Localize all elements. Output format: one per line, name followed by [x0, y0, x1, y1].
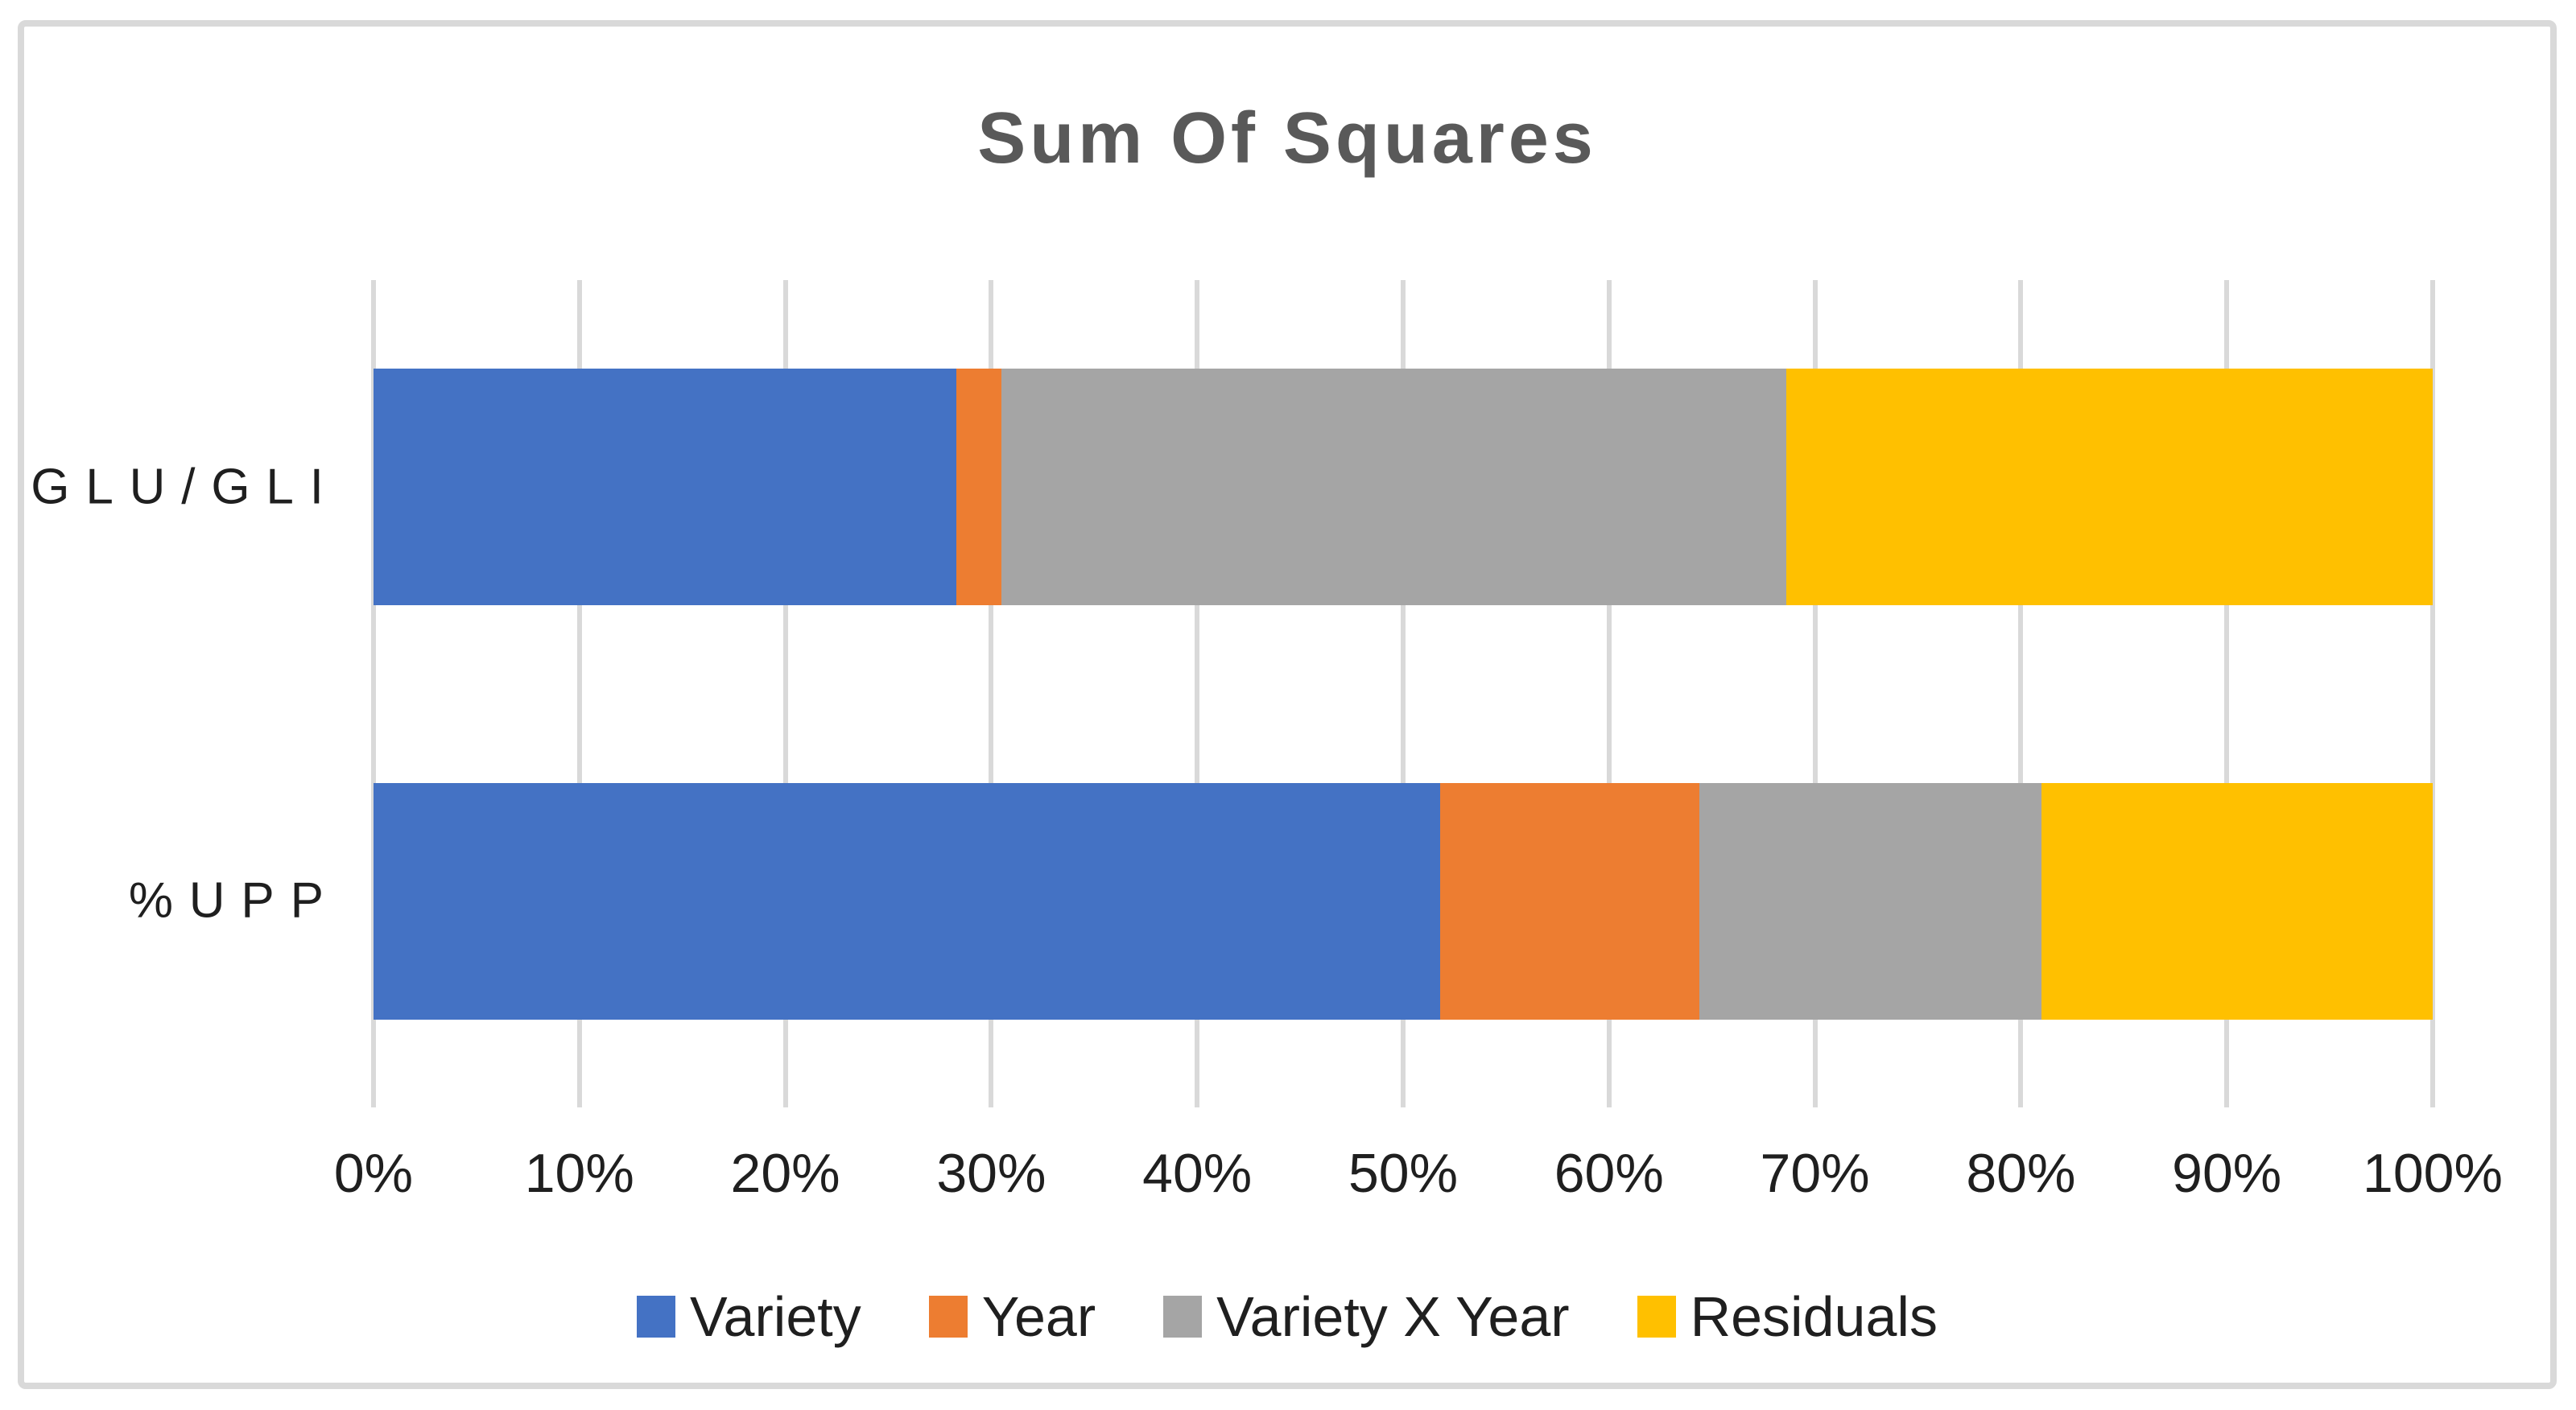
gridline-20 — [782, 280, 788, 1107]
bar-segment-glu-gli-variety-x-year — [1001, 369, 1786, 605]
legend-item-residuals: Residuals — [1637, 1284, 1938, 1349]
legend-label-variety-x-year: Variety X Year — [1216, 1285, 1570, 1348]
legend-label-year: Year — [981, 1285, 1096, 1348]
gridline-40 — [1195, 280, 1200, 1107]
gridline-10 — [576, 280, 582, 1107]
gridline-100 — [2430, 280, 2435, 1107]
y-axis-label-upp: %UPP — [128, 872, 340, 929]
gridline-0 — [371, 280, 376, 1107]
legend-swatch-variety — [637, 1296, 676, 1338]
x-tick-label-40: 40% — [1142, 1143, 1253, 1204]
legend-label-variety: Variety — [690, 1285, 861, 1348]
bar-segment-upp-residuals — [2041, 783, 2433, 1020]
gridline-80 — [2018, 280, 2024, 1107]
bar-upp — [374, 783, 2433, 1020]
gridline-60 — [1606, 280, 1612, 1107]
x-tick-label-10: 10% — [524, 1143, 634, 1204]
bar-segment-glu-gli-year — [956, 369, 1002, 605]
x-tick-label-60: 60% — [1554, 1143, 1664, 1204]
x-tick-label-30: 30% — [936, 1143, 1046, 1204]
bar-segment-glu-gli-variety — [374, 369, 956, 605]
gridline-50 — [1401, 280, 1406, 1107]
legend-swatch-year — [928, 1296, 968, 1338]
legend-item-variety-x-year: Variety X Year — [1163, 1284, 1570, 1349]
x-tick-label-100: 100% — [2363, 1143, 2503, 1204]
bar-segment-upp-year — [1440, 783, 1700, 1020]
y-axis-label-glu-gli: GLU/GLI — [31, 459, 340, 515]
legend-swatch-variety-x-year — [1163, 1296, 1203, 1338]
bar-segment-upp-variety — [374, 783, 1441, 1020]
bar-segment-upp-variety-x-year — [1699, 783, 2041, 1020]
y-axis-labels: GLU/GLI %UPP — [24, 280, 324, 1107]
legend-item-variety: Variety — [637, 1284, 861, 1349]
x-tick-label-90: 90% — [2172, 1143, 2282, 1204]
gridline-70 — [1812, 280, 1818, 1107]
x-tick-label-0: 0% — [333, 1143, 414, 1204]
x-tick-label-50: 50% — [1348, 1143, 1459, 1204]
legend: Variety Year Variety X Year Residuals — [24, 1272, 2550, 1361]
bar-segment-glu-gli-residuals — [1785, 369, 2433, 605]
chart-frame: Sum Of Squares GLU/GLI %UPP 0% 10% 20% 30% 40… — [18, 20, 2557, 1389]
x-tick-label-70: 70% — [1760, 1143, 1870, 1204]
gridline-30 — [989, 280, 994, 1107]
legend-swatch-residuals — [1637, 1296, 1676, 1338]
chart-title: Sum Of Squares — [977, 98, 1597, 179]
plot-area — [371, 280, 2435, 1107]
gridline-90 — [2224, 280, 2230, 1107]
bar-glu-gli — [374, 369, 2433, 605]
legend-label-residuals: Residuals — [1690, 1285, 1938, 1348]
x-tick-label-20: 20% — [730, 1143, 840, 1204]
x-axis-tick-labels: 0% 10% 20% 30% 40% 50% 60% 70% 80% 90% 100% — [334, 1142, 2503, 1214]
x-tick-label-80: 80% — [1966, 1143, 2076, 1204]
legend-item-year: Year — [928, 1284, 1096, 1349]
